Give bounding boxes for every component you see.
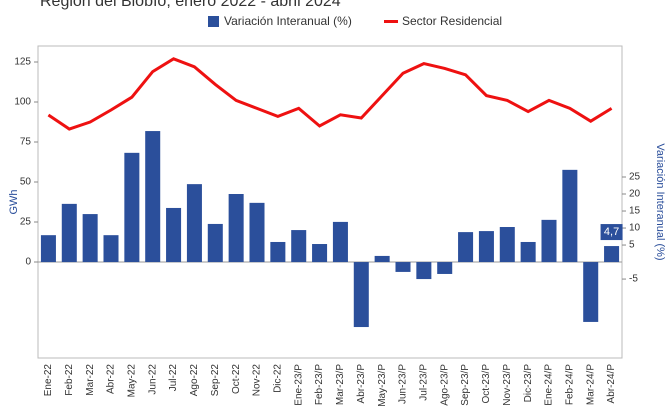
x-tick-label: Mar-24/P (585, 364, 596, 405)
x-tick-label: Dic-23/P (523, 364, 534, 403)
x-tick-label: May-22 (126, 364, 137, 398)
x-tick-label: Feb-23/P (314, 364, 325, 405)
bar (249, 202, 265, 263)
y2-tick-label: 10 (629, 223, 641, 234)
y-tick-label: 75 (20, 137, 32, 148)
bar (583, 262, 599, 322)
bar (374, 255, 390, 263)
bar (145, 131, 161, 263)
y-tick-label: 50 (20, 177, 32, 188)
bar (291, 230, 307, 263)
bar (499, 227, 515, 263)
bar (312, 244, 328, 263)
bar (478, 231, 494, 263)
x-tick-label: Feb-24/P (564, 364, 575, 405)
bar (562, 169, 578, 263)
legend-label: Variación Interanual (%) (224, 14, 352, 28)
x-tick-label: Abr-23/P (356, 364, 367, 404)
x-tick-label: Nov-23/P (502, 364, 513, 406)
y-tick-label: 25 (20, 217, 32, 228)
bar (82, 214, 98, 263)
bar (353, 262, 369, 328)
y-tick-label: 100 (14, 97, 31, 108)
bar (604, 246, 620, 263)
bar (103, 235, 119, 263)
y2-axis-label: Variación Interanual (%) (654, 143, 666, 260)
x-tick-label: Ene-24/P (544, 364, 555, 406)
bar (416, 262, 432, 280)
bar (541, 219, 557, 263)
x-tick-label: Jun-22 (147, 364, 158, 395)
x-tick-label: Nov-22 (252, 364, 263, 397)
x-tick-label: Jun-23/P (398, 364, 409, 404)
legend-swatch (208, 16, 219, 27)
line (47, 57, 613, 131)
y2-tick-label: 20 (629, 189, 641, 200)
value-label-bg (600, 224, 623, 241)
legend-label: Sector Residencial (402, 14, 502, 28)
x-tick-label: Oct-23/P (481, 364, 492, 404)
bar (40, 235, 56, 263)
bar (437, 262, 453, 274)
bar (395, 262, 411, 272)
x-tick-label: Ago-22 (189, 364, 200, 397)
x-tick-label: Abr-24/P (606, 364, 617, 404)
x-tick-label: Ene-22 (43, 364, 54, 397)
bar (270, 241, 286, 263)
x-tick-label: Mar-23/P (335, 364, 346, 405)
y2-tick-label: 25 (629, 172, 641, 183)
bar (61, 203, 77, 263)
x-tick-label: Ago-23/P (439, 364, 450, 406)
y-axis-label: GWh (8, 189, 20, 214)
x-tick-label: Jul-22 (168, 364, 179, 392)
x-tick-label: Ene-23/P (293, 364, 304, 406)
chart-title: Región del Biobío, enero 2022 - abril 20… (40, 0, 341, 10)
value-label: 4,7 (604, 226, 619, 238)
y-tick-label: 0 (25, 257, 31, 268)
x-tick-label: Sep-22 (210, 364, 221, 397)
bar (228, 194, 244, 263)
x-tick-label: Abr-22 (106, 364, 117, 394)
x-tick-label: Dic-22 (272, 364, 283, 393)
x-tick-label: May-23/P (377, 364, 388, 407)
x-tick-label: Sep-23/P (460, 364, 471, 406)
x-tick-label: Feb-22 (64, 364, 75, 396)
x-tick-label: Jul-23/P (418, 364, 429, 401)
y2-tick-label: -5 (629, 274, 638, 285)
plot-frame (37, 45, 623, 359)
x-tick-label: Mar-22 (85, 364, 96, 396)
bar (166, 207, 182, 263)
x-tick-label: Oct-22 (231, 364, 242, 394)
y2-tick-label: 15 (629, 206, 641, 217)
bar (124, 152, 140, 263)
y-tick-label: 125 (14, 57, 31, 68)
bar (458, 232, 474, 263)
y2-tick-label: 5 (629, 240, 635, 251)
bar (207, 223, 223, 263)
bar (332, 221, 348, 263)
bar (186, 184, 202, 263)
bar (520, 241, 536, 263)
